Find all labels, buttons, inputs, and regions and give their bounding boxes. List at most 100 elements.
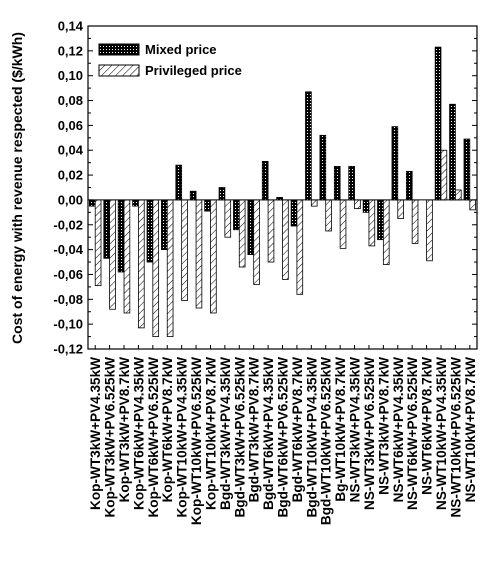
x-tick-label: Kop-WT10kW+PV4.35kW — [175, 357, 190, 518]
bar-privileged-price — [267, 199, 275, 263]
bar-privileged-price — [382, 199, 390, 265]
y-tick-label: -0,06 — [53, 267, 83, 282]
x-tick-label: Bgd-WT10kW+PV4.35kW — [304, 357, 319, 518]
bar-privileged-price — [282, 199, 289, 280]
bar-privileged-price — [339, 199, 347, 249]
bar-mixed-price — [89, 199, 96, 207]
bar-mixed-price — [405, 170, 413, 201]
y-tick-label: 0,08 — [58, 93, 83, 108]
bar-privileged-price — [166, 199, 174, 337]
x-tick-label: Kop-WT6kW+PV8.7kW — [160, 357, 175, 503]
x-tick-label: Bgd-WT3kW+PV4.35kW — [218, 357, 233, 510]
bar-privileged-price — [253, 199, 260, 285]
bar-mixed-price — [103, 199, 111, 259]
bars — [88, 46, 477, 337]
bar-privileged-price — [152, 199, 160, 337]
bar-privileged-price — [109, 199, 116, 310]
x-tick-label: NS-WT3kW+PV4.35kW — [348, 357, 363, 503]
x-tick-label: Bgd-WT3kW+PV6.525kW — [232, 357, 247, 518]
bar-mixed-price — [233, 199, 240, 231]
x-tick-label: Bgd-WT6kW+PV6.525kW — [276, 357, 291, 518]
bar-mixed-price — [261, 161, 269, 201]
x-tick-label: Kop-WT3kW+PV4.35kW — [88, 357, 103, 510]
y-axis-label: Cost of energy with revenue respected ($… — [9, 32, 25, 344]
x-tick-label: Bg-WT10kW+PV8.7kW — [333, 357, 348, 502]
x-tick-label: NS-WT3kW+PV8.7kW — [376, 357, 391, 495]
x-axis: Kop-WT3kW+PV4.35kW Kop-WT3kW+PV6.525kW Kop… — [88, 345, 478, 525]
bar-privileged-price — [440, 149, 448, 201]
bar-mixed-price — [449, 103, 456, 201]
y-tick-label: -0,08 — [53, 292, 83, 307]
x-tick-label: NS-WT10kW+PV8.7kW — [463, 357, 478, 503]
legend-label-mixed-price: Mixed price — [145, 42, 217, 57]
bar-mixed-price — [247, 199, 255, 255]
legend-label-privileged-price: Privileged price — [145, 63, 242, 78]
bar-mixed-price — [218, 187, 226, 201]
x-tick-label: Kop-WT10kW+PV8.7kW — [203, 357, 218, 510]
legend-swatch-privileged-price — [98, 64, 140, 77]
bar-mixed-price — [189, 190, 197, 201]
legend: Mixed price Privileged price — [98, 42, 242, 78]
bar-privileged-price — [411, 199, 419, 244]
y-tick-label: 0,00 — [58, 192, 83, 207]
bar-mixed-price — [463, 138, 471, 201]
y-tick-label: 0,04 — [58, 143, 84, 158]
x-tick-label: NS-WT10kW+PV4.35kW — [434, 357, 449, 510]
bar-privileged-price — [94, 199, 102, 287]
y-tick-label: -0,04 — [53, 242, 83, 257]
x-tick-label: NS-WT6kW+PV4.35kW — [391, 357, 406, 503]
bar-privileged-price — [224, 199, 232, 238]
bar-mixed-price — [333, 165, 341, 201]
x-tick-label: Bgd-WT10kW+PV6.525kW — [319, 357, 334, 525]
x-tick-label: Kop-WT3kW+PV6.525kW — [103, 357, 118, 518]
bar-mixed-price — [161, 199, 168, 251]
bar-mixed-price — [146, 199, 154, 263]
bar-mixed-price — [290, 199, 298, 227]
bar-privileged-price — [310, 199, 318, 207]
bar-mixed-price — [434, 46, 442, 201]
y-tick-label: 0,14 — [58, 19, 84, 34]
bar-privileged-price — [426, 199, 433, 262]
legend-swatch-mixed-price — [98, 43, 140, 56]
x-tick-label: NS-WT10kW+PV6.525kW — [448, 357, 463, 518]
y-tick-label: 0,10 — [58, 68, 83, 83]
y-tick-label: -0,12 — [53, 342, 83, 357]
bar-mixed-price — [305, 91, 312, 201]
x-tick-label: Bgd-WT3kW+PV8.7kW — [247, 357, 262, 503]
bar-mixed-price — [319, 134, 327, 201]
y-axis: -0,12 -0,10 -0,08 -0,06 -0,04 -0,02 0,00 0,02 0,… — [53, 19, 477, 357]
y-tick-label: -0,02 — [53, 217, 83, 232]
x-tick-label: Kop-WT3kW+PV8.7kW — [117, 357, 132, 503]
bar-mixed-price — [204, 199, 211, 212]
x-tick-label: Kop-WT10kW+PV6.525kW — [189, 357, 204, 525]
y-tick-label: 0,02 — [58, 168, 83, 183]
x-tick-label: NS-WT6kW+PV6.525kW — [405, 357, 420, 510]
bar-privileged-price — [195, 199, 203, 309]
plot-frame — [87, 25, 478, 350]
bar-mixed-price — [175, 164, 183, 201]
x-tick-label: Kop-WT6kW+PV4.35kW — [131, 357, 146, 510]
bar-privileged-price — [454, 189, 462, 201]
bar-mixed-price — [348, 165, 355, 201]
bar-privileged-price — [123, 199, 131, 314]
bar-mixed-price — [132, 199, 139, 207]
bar-privileged-price — [397, 199, 404, 219]
bar-privileged-price — [368, 199, 376, 247]
bar-privileged-price — [181, 199, 188, 301]
y-tick-label: 0,12 — [58, 43, 83, 58]
bar-privileged-price — [296, 199, 304, 295]
x-tick-label: Bgd-WT6kW+PV8.7kW — [290, 357, 305, 503]
bar-mixed-price — [391, 126, 399, 201]
bar-mixed-price — [377, 199, 384, 241]
bar-privileged-price — [354, 199, 361, 210]
bar-mixed-price — [117, 199, 125, 273]
x-tick-label: NS-WT6kW+PV8.7kW — [420, 357, 435, 495]
bar-privileged-price — [469, 199, 476, 211]
bar-privileged-price — [138, 199, 145, 329]
y-tick-label: -0,10 — [53, 317, 83, 332]
bar-privileged-price — [210, 199, 217, 314]
bar-mixed-price — [362, 199, 370, 213]
x-tick-label: Kop-WT6kW+PV6.525kW — [146, 357, 161, 518]
bar-privileged-price — [325, 199, 332, 232]
